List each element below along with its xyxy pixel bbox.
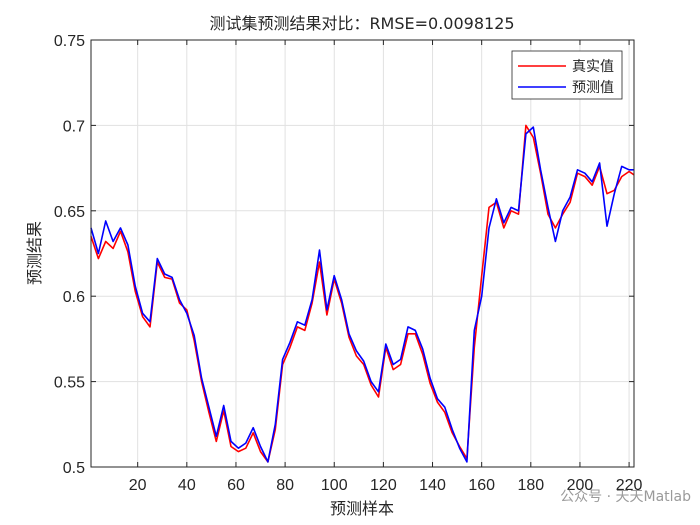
y-tick-label: 0.5 [63,460,85,477]
axes-ticks: 20 40 60 80 100 120 140 160 180 200 220 0.5 0.55 0.6 0… [54,33,643,494]
x-tick-label: 200 [567,477,594,494]
x-tick-label: 120 [370,477,397,494]
series-line-predicted [90,126,634,463]
legend-label-actual: 真实值 [572,59,614,75]
y-tick-label: 0.75 [54,33,85,50]
watermark: 公众号 · 天天Matlab [560,489,691,505]
x-tick-label: 100 [321,477,348,494]
y-axis-label: 预测结果 [25,221,44,285]
y-tick-label: 0.7 [63,118,85,135]
x-tick-label: 180 [517,477,544,494]
legend-box [511,50,623,100]
y-tick-label: 0.55 [54,375,85,392]
x-tick-label: 20 [129,477,147,494]
series-layer [90,124,635,463]
x-tick-label: 60 [227,477,245,494]
legend-label-predicted: 预测值 [572,80,614,96]
x-axis-label: 预测样本 [330,499,394,518]
y-tick-label: 0.65 [54,204,85,221]
legend: 真实值 预测值 [511,50,623,100]
x-tick-label: 80 [276,477,294,494]
chart-title: 测试集预测结果对比：RMSE=0.0098125 [209,14,514,33]
x-tick-label: 160 [468,477,495,494]
grid [91,39,634,468]
plot-area [91,40,634,467]
x-tick-label: 40 [178,477,196,494]
plot-frame [90,39,635,468]
x-tick-label: 220 [616,477,643,494]
y-tick-label: 0.6 [63,289,85,306]
x-tick-label: 140 [419,477,446,494]
